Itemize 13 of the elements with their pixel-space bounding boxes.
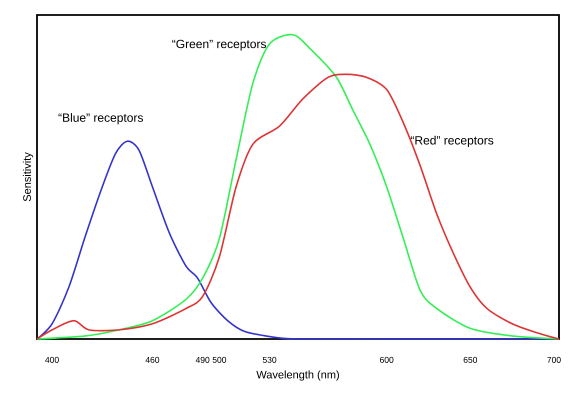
y-axis-title: Sensitivity — [22, 152, 34, 202]
x-tick-label: 650 — [464, 356, 478, 363]
x-tick-label: 400 — [45, 356, 59, 363]
x-axis-title: Wavelength (nm) — [256, 370, 339, 381]
series-label: “Red” receptors — [410, 136, 494, 147]
x-tick-label: 700 — [547, 356, 561, 363]
series-label: “Green” receptors — [172, 40, 266, 51]
x-tick-label: 500 — [212, 356, 226, 363]
series-label: “Blue” receptors — [58, 113, 143, 124]
x-tick-label: 460 — [146, 356, 160, 363]
x-tick-label: 600 — [380, 356, 394, 363]
x-tick-label: 530 — [262, 356, 276, 363]
x-tick-label: 490 — [196, 356, 210, 363]
